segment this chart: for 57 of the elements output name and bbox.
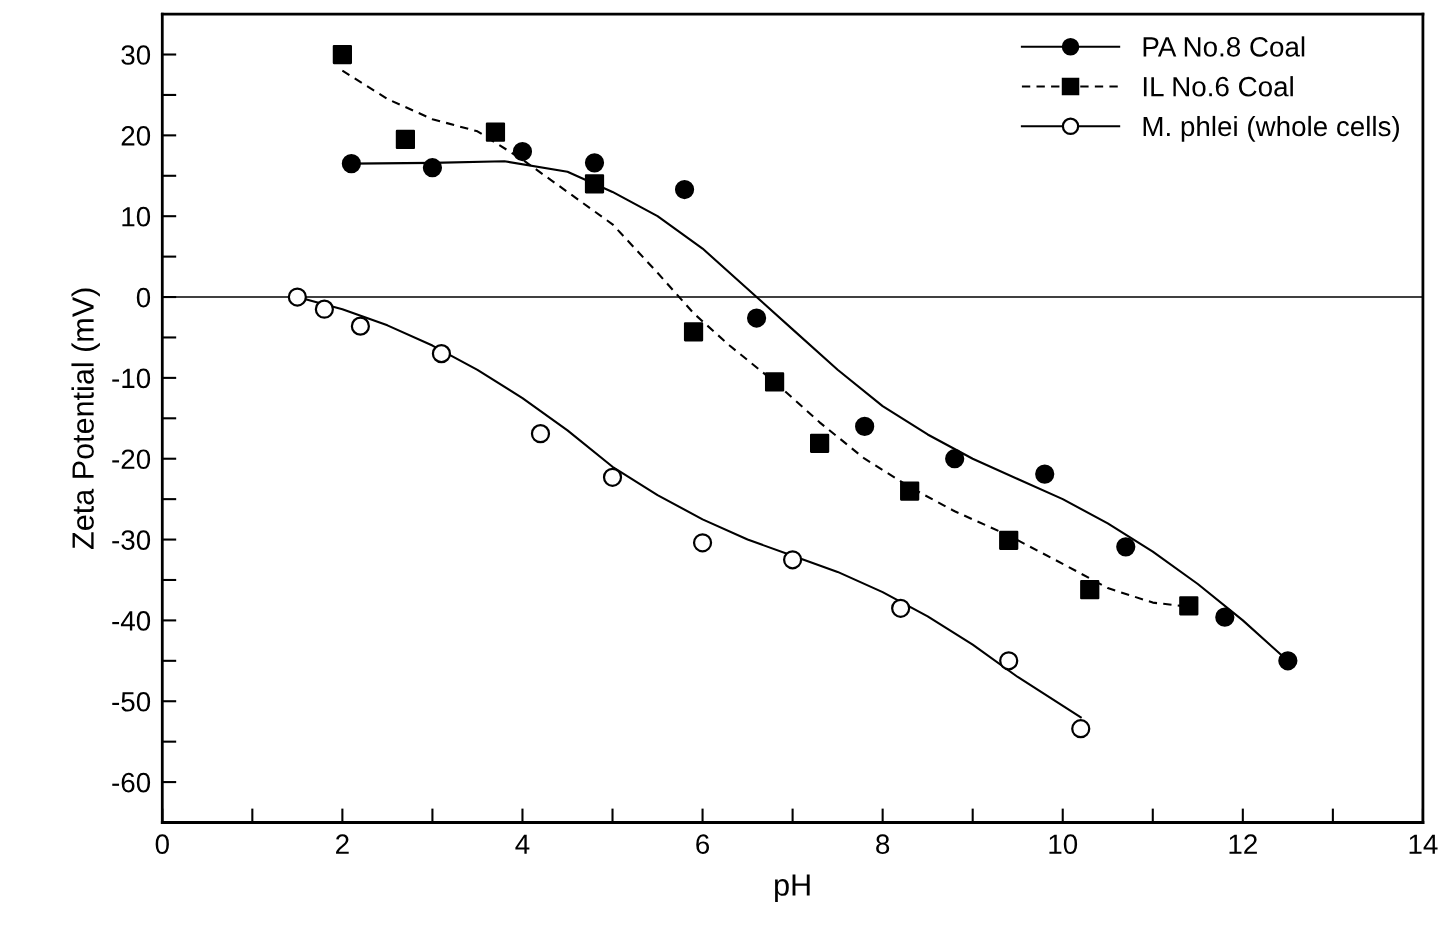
point — [530, 424, 551, 444]
legend-label: PA No.8 Coal — [1143, 36, 1305, 57]
point — [746, 308, 767, 328]
point — [999, 530, 1019, 550]
point — [1215, 607, 1235, 627]
y-axis-title: Zeta Potential (mV) — [71, 288, 100, 549]
y-tick-label: -40 — [112, 611, 151, 631]
x-tick-label: 8 — [876, 834, 890, 855]
x-tick-label: 6 — [696, 834, 710, 855]
y-tick-label: -50 — [112, 691, 151, 712]
point — [1035, 464, 1055, 484]
point — [332, 44, 352, 65]
point — [341, 154, 361, 174]
y-tick-label: -30 — [112, 530, 151, 550]
point — [900, 481, 920, 501]
point — [683, 322, 704, 342]
y-tick-label: 10 — [122, 206, 151, 227]
point — [945, 449, 965, 469]
point — [1080, 580, 1100, 600]
y-tick-label: 30 — [121, 45, 151, 65]
y-tick-label: 0 — [136, 287, 151, 308]
y-tick-label: -20 — [112, 449, 151, 470]
point — [584, 153, 605, 173]
point — [782, 550, 803, 570]
point — [584, 174, 605, 194]
point — [999, 651, 1019, 671]
point — [855, 416, 875, 436]
point — [350, 316, 370, 336]
point — [674, 179, 695, 200]
point — [891, 598, 911, 618]
point — [602, 467, 623, 487]
x-tick-label: 10 — [1049, 834, 1078, 855]
point — [692, 533, 713, 553]
point — [1278, 651, 1298, 671]
point — [422, 158, 443, 178]
legend-label: M. phlei (whole cells) — [1143, 115, 1399, 142]
point — [287, 287, 307, 307]
point — [1179, 596, 1199, 616]
point — [512, 141, 533, 162]
point — [485, 122, 506, 142]
x-tick-label: 4 — [515, 834, 530, 854]
point — [1116, 537, 1136, 557]
point — [431, 344, 452, 364]
point — [764, 372, 785, 392]
x-tick-label: 0 — [155, 834, 169, 855]
legend-label: IL No.6 Coal — [1143, 76, 1293, 97]
x-axis-title: pH — [775, 874, 810, 902]
x-tick-label: 12 — [1229, 834, 1257, 854]
y-tick-label: 20 — [121, 126, 151, 146]
x-tick-label: 2 — [336, 834, 349, 854]
y-tick-label: -60 — [112, 772, 151, 793]
point — [810, 433, 830, 453]
y-tick-label: -10 — [112, 368, 151, 389]
x-tick-label: 14 — [1409, 834, 1438, 854]
point — [395, 129, 416, 150]
point — [1071, 719, 1091, 739]
point — [314, 299, 334, 319]
